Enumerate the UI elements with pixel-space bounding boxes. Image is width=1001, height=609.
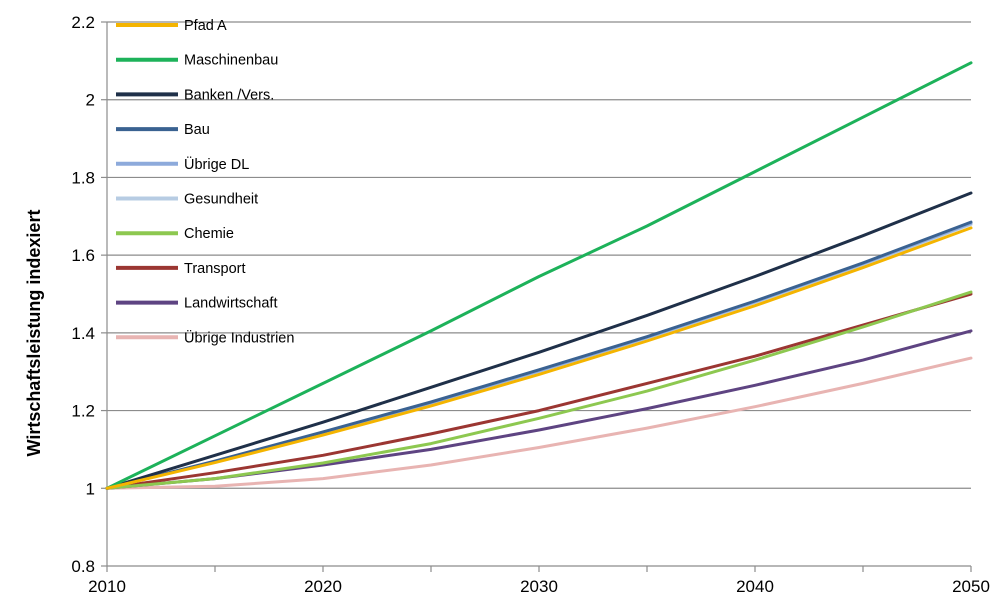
series-line-7 (107, 294, 971, 488)
y-tick-label: 0.8 (71, 557, 95, 576)
x-tick-label: 2040 (736, 577, 774, 596)
legend-label-2: Banken /Vers. (184, 87, 274, 103)
x-tick-label: 2010 (88, 577, 126, 596)
x-tick-label: 2020 (304, 577, 342, 596)
legend: Pfad A Maschinenbau Banken /Vers. Bau Übrige… (116, 18, 294, 346)
y-tick-label: 1.4 (71, 324, 95, 343)
y-tick-labels: 0.8 1 1.2 1.4 1.6 1.8 2 2.2 (71, 13, 95, 576)
y-tick-label: 2 (86, 91, 95, 110)
y-axis-label: Wirtschaftsleistung indexiert (24, 210, 44, 457)
legend-label-8: Landwirtschaft (184, 296, 278, 312)
y-tick-label: 1.8 (71, 168, 95, 187)
series-line-6 (107, 292, 971, 488)
x-tick-label: 2050 (952, 577, 990, 596)
x-tick-label: 2030 (520, 577, 558, 596)
legend-label-4: Übrige DL (184, 155, 249, 173)
y-tick-label: 1.2 (71, 402, 95, 421)
y-tick-label: 1 (86, 479, 95, 498)
legend-label-1: Maschinenbau (184, 53, 278, 69)
legend-label-0: Pfad A (184, 18, 227, 34)
legend-label-5: Gesundheit (184, 192, 258, 208)
x-tick-labels: 2010 2020 2030 2040 2050 (88, 577, 990, 596)
legend-label-7: Transport (184, 261, 246, 277)
legend-label-6: Chemie (184, 226, 234, 242)
y-tick-label: 1.6 (71, 246, 95, 265)
y-tick-label: 2.2 (71, 13, 95, 32)
legend-label-3: Bau (184, 122, 210, 138)
legend-label-9: Übrige Industrien (184, 328, 294, 346)
